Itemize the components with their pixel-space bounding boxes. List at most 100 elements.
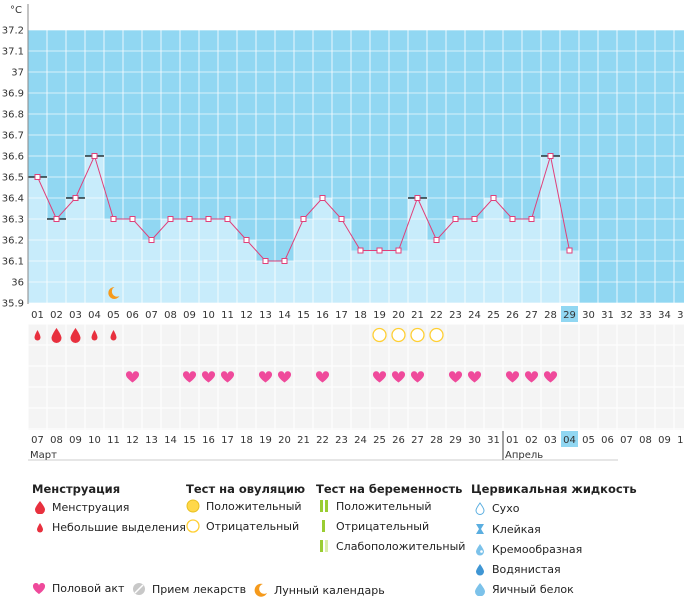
ovulation-test-icon — [372, 327, 387, 343]
date-label: 28 — [430, 435, 443, 446]
pregnancy-negative-icon — [322, 520, 325, 532]
temperature-bar — [85, 156, 104, 303]
moon-icon — [254, 583, 267, 597]
cycle-day-label: 18 — [354, 310, 367, 321]
spotting-drop-icon — [110, 330, 117, 341]
date-label: 31 — [487, 435, 500, 446]
date-label: 01 — [506, 435, 519, 446]
cycle-day-label: 14 — [278, 310, 291, 321]
temperature-point — [471, 216, 478, 222]
temperature-point — [91, 153, 98, 159]
y-tick-label: 35.9 — [2, 299, 24, 310]
calendar-date-labels: 07 08 09 10 11 12 13 14 15 16 17 18 19 20 21 22 23 24 25 26… — [31, 431, 684, 447]
heart-icon — [220, 371, 235, 383]
date-label: 07 — [620, 435, 633, 446]
cycle-day-label: 05 — [107, 310, 120, 321]
date-label: 26 — [392, 435, 405, 446]
legend-label: Яичный белок — [492, 582, 574, 596]
y-axis-ticks: 35.9 36 36.1 36.2 36.3 36.4 36.5 36.6 36.7 36.8 36… — [2, 26, 24, 310]
temperature-point — [490, 195, 497, 201]
temperature-point — [148, 237, 155, 243]
legend-label: Слабоположительный — [336, 539, 466, 553]
cycle-day-label: 08 — [164, 310, 177, 321]
cycle-day-label: 15 — [297, 310, 310, 321]
heart-icon — [524, 371, 539, 383]
temperature-bar — [66, 198, 85, 303]
y-tick-label: 36.8 — [2, 110, 24, 121]
y-tick-label: 36.9 — [2, 89, 24, 100]
legend-pregnancy-title: Тест на беременность — [316, 482, 463, 496]
y-tick-label: 36.2 — [2, 236, 24, 247]
temperature-bar — [237, 240, 256, 303]
ovulation-positive-icon — [186, 499, 200, 513]
date-label: 09 — [658, 435, 671, 446]
date-label: 29 — [449, 435, 462, 446]
cycle-day-label: 20 — [392, 310, 405, 321]
cycle-day-label: 04 — [88, 310, 101, 321]
cycle-day-label: 25 — [487, 310, 500, 321]
temperature-point — [186, 216, 193, 222]
ovulation-negative-icon — [186, 519, 200, 533]
date-label: 16 — [202, 435, 215, 446]
big-drop-icon — [35, 501, 45, 514]
y-tick-label: 37.1 — [2, 47, 24, 58]
temperature-point — [53, 216, 60, 222]
legend-label: Водянистая — [492, 562, 561, 576]
y-tick-label: 36.7 — [2, 131, 24, 142]
cycle-day-label: 19 — [373, 310, 386, 321]
pregnancy-positive-icon — [320, 500, 328, 512]
horizontal-gridlines — [28, 29, 684, 304]
heart-icon — [410, 371, 425, 383]
cycle-day-label: 28 — [544, 310, 557, 321]
date-label: 17 — [221, 435, 234, 446]
cycle-day-label: 11 — [221, 310, 234, 321]
symptoms-grid — [27, 323, 684, 430]
legend-label: Прием лекарств — [152, 582, 247, 596]
y-tick-label: 36.4 — [2, 194, 24, 205]
creamy-drop-icon — [476, 544, 484, 556]
temperature-point — [319, 195, 326, 201]
temperature-point — [566, 247, 573, 254]
temperature-point — [433, 237, 440, 243]
temperature-point — [224, 216, 231, 222]
temperature-point — [357, 247, 364, 254]
vertical-gridlines — [27, 30, 675, 303]
heart-icon — [391, 371, 406, 383]
cycle-day-labels: 01 02 03 04 05 06 07 08 09 10 11 12 13 14 15 16 17 18 19 20… — [31, 306, 684, 322]
legend-cervical-item: Сухо — [474, 501, 519, 515]
spotting-drop-icon — [91, 330, 98, 341]
heart-icon — [315, 371, 330, 383]
date-label: 30 — [468, 435, 481, 446]
temperature-point — [395, 247, 402, 254]
temperature-bar — [313, 198, 332, 303]
legend-moon-item: Лунный календарь — [252, 582, 385, 598]
y-tick-label: 37.2 — [2, 26, 24, 37]
date-label: 06 — [601, 435, 614, 446]
date-label: 24 — [354, 435, 367, 446]
temperature-bar — [351, 250, 370, 303]
y-tick-label: 36 — [11, 278, 24, 289]
date-label: 05 — [582, 435, 595, 446]
menstruation-drop-icon — [51, 328, 62, 343]
heart-icon — [505, 371, 520, 383]
y-tick-label: 36.1 — [2, 257, 24, 268]
heart-icon — [32, 582, 46, 594]
legend-menstruation-item: Менструация — [34, 500, 129, 514]
legend-pregnancy-item: Отрицательный — [318, 519, 429, 533]
heart-icon — [372, 371, 387, 383]
date-label: 20 — [278, 435, 291, 446]
date-label: 12 — [126, 435, 139, 446]
cycle-day-label: 30 — [582, 310, 595, 321]
current-date-highlight — [561, 431, 578, 447]
legend-ovulation-item: Отрицательный — [186, 519, 299, 533]
legend-cervical-item: Яичный белок — [474, 582, 574, 596]
y-tick-label: 36.3 — [2, 215, 24, 226]
temperature-bar — [427, 240, 446, 303]
cycle-day-label: 32 — [620, 310, 633, 321]
legend-label: Положительный — [336, 499, 432, 513]
legend-pregnancy-item: Слабоположительный — [318, 539, 465, 553]
temperature-point — [452, 216, 459, 222]
temperature-point — [110, 216, 117, 222]
sticky-icon — [476, 524, 484, 534]
date-label: 14 — [164, 435, 177, 446]
